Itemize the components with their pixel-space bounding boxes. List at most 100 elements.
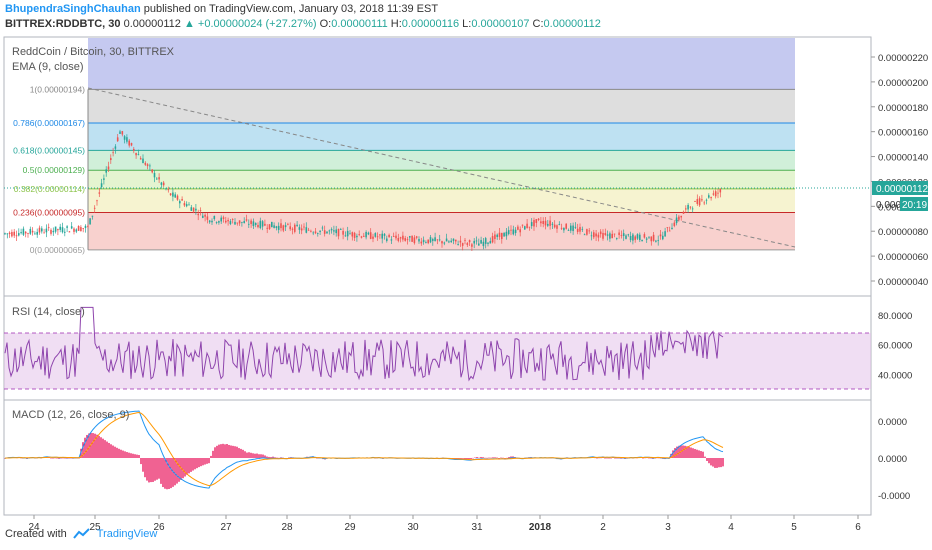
- candle-body: [8, 232, 11, 235]
- macd-hist-bar: [206, 458, 208, 464]
- candle-body: [664, 231, 666, 237]
- time-tick-label: 28: [281, 522, 293, 533]
- candle-body: [229, 221, 232, 224]
- candle-body: [126, 137, 128, 142]
- tradingview-logo-icon: [72, 528, 90, 539]
- candle-body: [254, 222, 257, 225]
- macd-hist-bar: [234, 446, 236, 458]
- candle-body: [544, 220, 547, 226]
- macd-hist-bar: [208, 458, 210, 464]
- macd-hist-bar: [142, 458, 144, 472]
- candle-body: [47, 227, 50, 229]
- candle-body: [137, 154, 140, 155]
- candle-body: [146, 164, 149, 167]
- macd-hist-bar: [682, 445, 684, 458]
- time-tick-label: 27: [220, 522, 232, 533]
- candle-body: [413, 237, 416, 244]
- candle-body: [480, 240, 482, 244]
- change-text: +0.00000024 (+27.27%): [194, 18, 317, 30]
- candle-body: [402, 235, 404, 240]
- ema-label: EMA (9, close): [12, 61, 84, 73]
- candle-body: [668, 230, 671, 232]
- candle-body: [277, 225, 280, 230]
- candle-body: [245, 219, 248, 221]
- candle-body: [586, 229, 588, 235]
- candle-body: [123, 136, 126, 140]
- h-label: H:: [387, 18, 402, 30]
- candle-body: [547, 223, 549, 226]
- candle-body: [581, 228, 584, 230]
- candle-body: [93, 207, 96, 209]
- macd-hist-bar: [66, 458, 68, 459]
- candle-body: [613, 233, 616, 235]
- macd-hist-bar: [92, 433, 94, 458]
- candle-body: [41, 228, 43, 232]
- rsi-tick-label: 40.0000: [878, 370, 912, 381]
- symbol-label: BITTREX:RDDBTC, 30: [5, 18, 121, 30]
- candle-body: [618, 232, 620, 236]
- candle-body: [121, 131, 124, 135]
- macd-hist-bar: [186, 458, 188, 475]
- macd-hist-bar: [278, 457, 280, 459]
- macd-hist-bar: [64, 458, 66, 459]
- candle-body: [238, 220, 241, 224]
- candle-body: [685, 208, 687, 210]
- macd-hist-bar: [112, 445, 114, 458]
- candle-body: [703, 202, 705, 204]
- candle-body: [461, 243, 464, 246]
- candle-body: [280, 223, 282, 229]
- macd-hist-bar: [126, 452, 128, 458]
- macd-hist-bar: [720, 458, 722, 468]
- macd-hist-bar: [230, 445, 232, 458]
- candle-body: [436, 239, 439, 241]
- candle-body: [66, 226, 68, 228]
- candle-body: [112, 152, 114, 154]
- candle-body: [634, 236, 636, 240]
- macd-hist-bar: [194, 458, 196, 470]
- countdown: 20:19: [902, 200, 927, 211]
- candle-body: [100, 183, 103, 188]
- candle-body: [399, 237, 402, 239]
- macd-histogram: [4, 432, 724, 490]
- candle-body: [374, 233, 377, 237]
- candle-body: [34, 233, 36, 235]
- macd-hist-bar: [136, 454, 138, 458]
- candle-body: [282, 225, 285, 231]
- candle-body: [116, 137, 119, 142]
- candle-body: [641, 239, 643, 242]
- candle-body: [153, 172, 156, 178]
- macd-hist-bar: [470, 458, 472, 460]
- time-tick-label: 2: [600, 522, 606, 533]
- macd-hist-bar: [120, 449, 122, 458]
- macd-hist-bar: [496, 457, 498, 459]
- brand-link[interactable]: TradingView: [96, 528, 158, 540]
- macd-hist-bar: [642, 458, 644, 459]
- candle-body: [553, 224, 556, 228]
- price-tick-label: 0.00000160: [878, 128, 928, 139]
- candle-body: [328, 230, 331, 232]
- macd-hist-bar: [510, 456, 512, 458]
- candle-body: [22, 228, 25, 235]
- macd-hist-bar: [212, 450, 214, 458]
- candle-body: [468, 240, 471, 243]
- candle-body: [250, 220, 252, 224]
- author-link[interactable]: BhupendraSinghChauhan: [5, 3, 141, 15]
- candle-body: [572, 225, 574, 232]
- macd-hist-bar: [598, 457, 600, 459]
- candle-body: [602, 232, 604, 239]
- candle-body: [512, 229, 515, 235]
- l-value: 0.00000107: [471, 18, 530, 30]
- candle-body: [675, 217, 678, 224]
- macd-hist-bar: [260, 454, 262, 458]
- macd-hist-bar: [714, 458, 716, 468]
- candle-body: [298, 227, 301, 230]
- candle-body: [606, 234, 609, 236]
- macd-hist-bar: [216, 445, 218, 458]
- macd-hist-bar: [660, 458, 662, 459]
- candle-body: [172, 192, 174, 197]
- macd-hist-bar: [222, 443, 224, 458]
- candle-body: [448, 241, 450, 243]
- candle-body: [540, 221, 542, 224]
- macd-hist-bar: [134, 454, 136, 458]
